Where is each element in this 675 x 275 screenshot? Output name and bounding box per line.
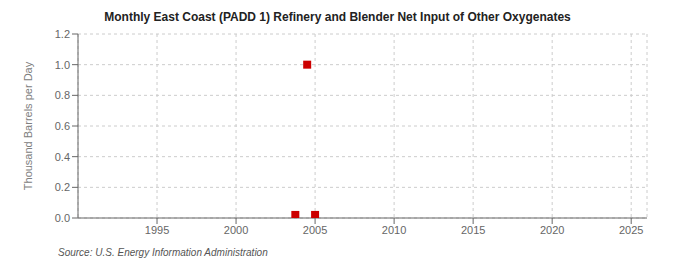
svg-text:0.8: 0.8 xyxy=(55,89,70,101)
svg-text:0.0: 0.0 xyxy=(55,212,70,224)
svg-text:1995: 1995 xyxy=(145,224,169,236)
svg-text:2025: 2025 xyxy=(619,224,643,236)
html-text:Source: U.S. Energy Informatio: Source: U.S. Energy Information Administ… xyxy=(58,247,268,258)
svg-text:1.0: 1.0 xyxy=(55,59,70,71)
svg-text:Thousand Barrels per Day: Thousand Barrels per Day xyxy=(22,61,34,190)
svg-text:2010: 2010 xyxy=(382,224,406,236)
svg-text:1.2: 1.2 xyxy=(55,28,70,40)
svg-text:2000: 2000 xyxy=(224,224,248,236)
svg-text:0.4: 0.4 xyxy=(55,151,70,163)
svg-text:0.6: 0.6 xyxy=(55,120,70,132)
svg-text:0.2: 0.2 xyxy=(55,181,70,193)
html-text:Monthly East Coast (PADD 1) Re: Monthly East Coast (PADD 1) Refinery and… xyxy=(104,10,571,24)
svg-text:2015: 2015 xyxy=(461,224,485,236)
svg-text:2005: 2005 xyxy=(303,224,327,236)
svg-text:2020: 2020 xyxy=(540,224,564,236)
